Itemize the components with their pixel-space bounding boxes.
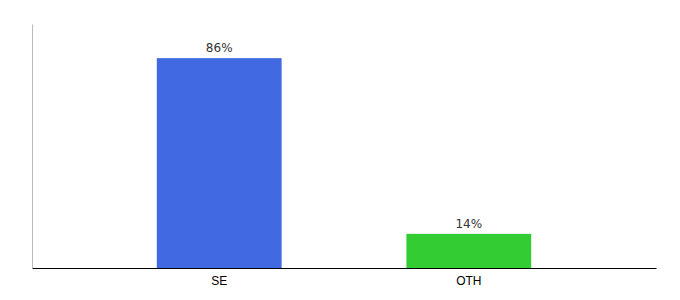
y-axis	[32, 25, 33, 269]
x-axis-line	[33, 268, 657, 269]
x-tick: OTH	[456, 268, 481, 288]
x-tick-label: OTH	[456, 274, 481, 288]
data-labels: 86% 14%	[206, 41, 482, 231]
x-axis: SE OTH	[33, 268, 657, 288]
bar	[157, 58, 282, 268]
y-axis-line	[32, 25, 33, 269]
bars	[157, 58, 531, 268]
x-tick-label: SE	[211, 274, 227, 288]
plot: 86% 14% SE OTH	[33, 25, 657, 288]
data-label: 86%	[206, 41, 233, 55]
bar	[406, 234, 531, 268]
chart: 86% 14% SE OTH	[0, 0, 680, 300]
data-label: 14%	[455, 217, 482, 231]
x-tick: SE	[211, 268, 227, 288]
